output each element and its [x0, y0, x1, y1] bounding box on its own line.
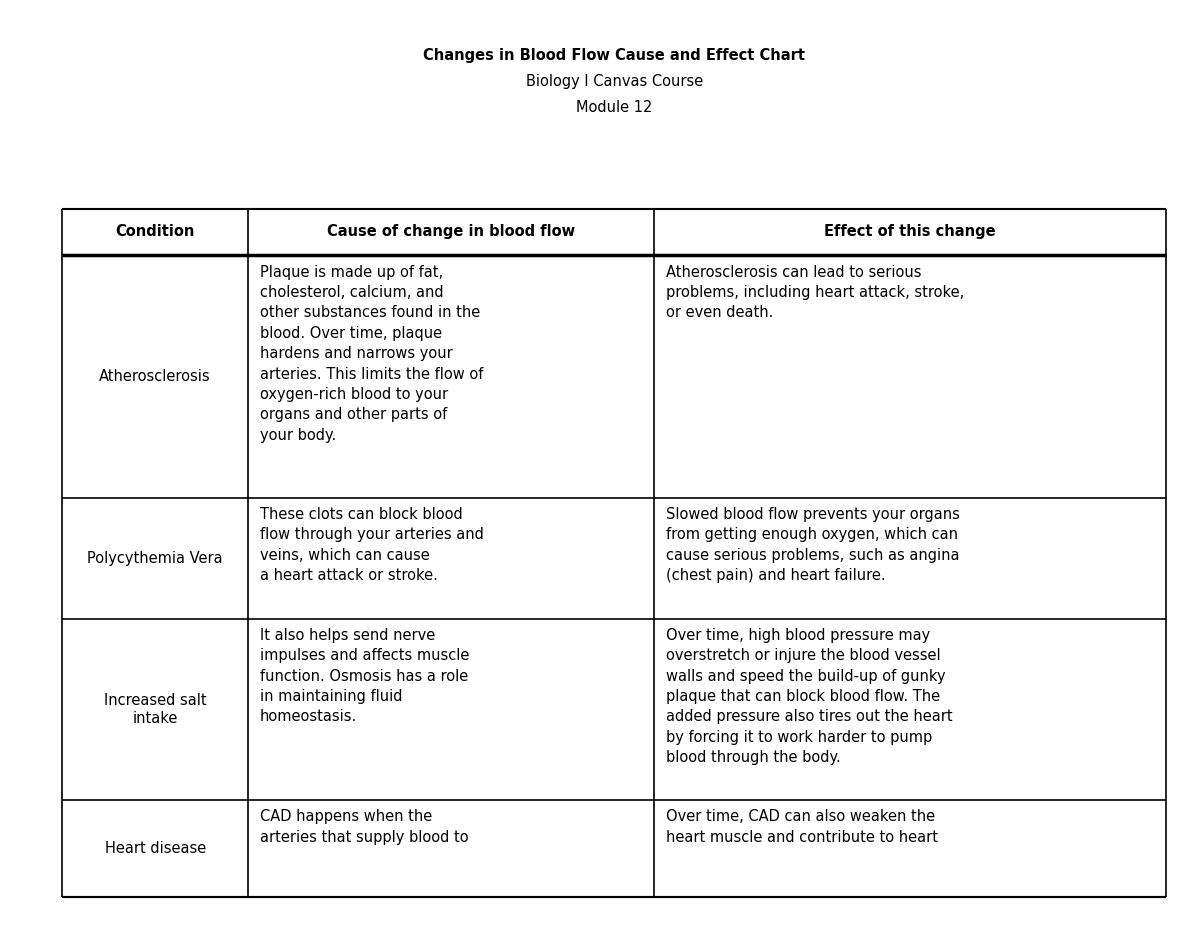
Text: Over time, CAD can also weaken the
heart muscle and contribute to heart: Over time, CAD can also weaken the heart…	[666, 809, 938, 844]
Text: Plaque is made up of fat,
cholesterol, calcium, and
other substances found in th: Plaque is made up of fat, cholesterol, c…	[260, 265, 484, 443]
Text: Atherosclerosis: Atherosclerosis	[100, 369, 211, 384]
Text: Slowed blood flow prevents your organs
from getting enough oxygen, which can
cau: Slowed blood flow prevents your organs f…	[666, 507, 960, 583]
Text: CAD happens when the
arteries that supply blood to: CAD happens when the arteries that suppl…	[260, 809, 468, 844]
Text: Heart disease: Heart disease	[104, 842, 205, 857]
Text: Condition: Condition	[115, 224, 194, 239]
Text: Polycythemia Vera: Polycythemia Vera	[88, 551, 223, 565]
Text: Increased salt
intake: Increased salt intake	[104, 693, 206, 726]
Text: Cause of change in blood flow: Cause of change in blood flow	[326, 224, 575, 239]
Text: It also helps send nerve
impulses and affects muscle
function. Osmosis has a rol: It also helps send nerve impulses and af…	[260, 628, 469, 725]
Text: Atherosclerosis can lead to serious
problems, including heart attack, stroke,
or: Atherosclerosis can lead to serious prob…	[666, 265, 965, 321]
Text: Changes in Blood Flow Cause and Effect Chart: Changes in Blood Flow Cause and Effect C…	[424, 48, 805, 63]
Text: These clots can block blood
flow through your arteries and
veins, which can caus: These clots can block blood flow through…	[260, 507, 484, 583]
Text: Effect of this change: Effect of this change	[824, 224, 996, 239]
Text: Biology I Canvas Course: Biology I Canvas Course	[526, 74, 703, 89]
Text: Module 12: Module 12	[576, 100, 653, 115]
Text: Over time, high blood pressure may
overstretch or injure the blood vessel
walls : Over time, high blood pressure may overs…	[666, 628, 953, 766]
